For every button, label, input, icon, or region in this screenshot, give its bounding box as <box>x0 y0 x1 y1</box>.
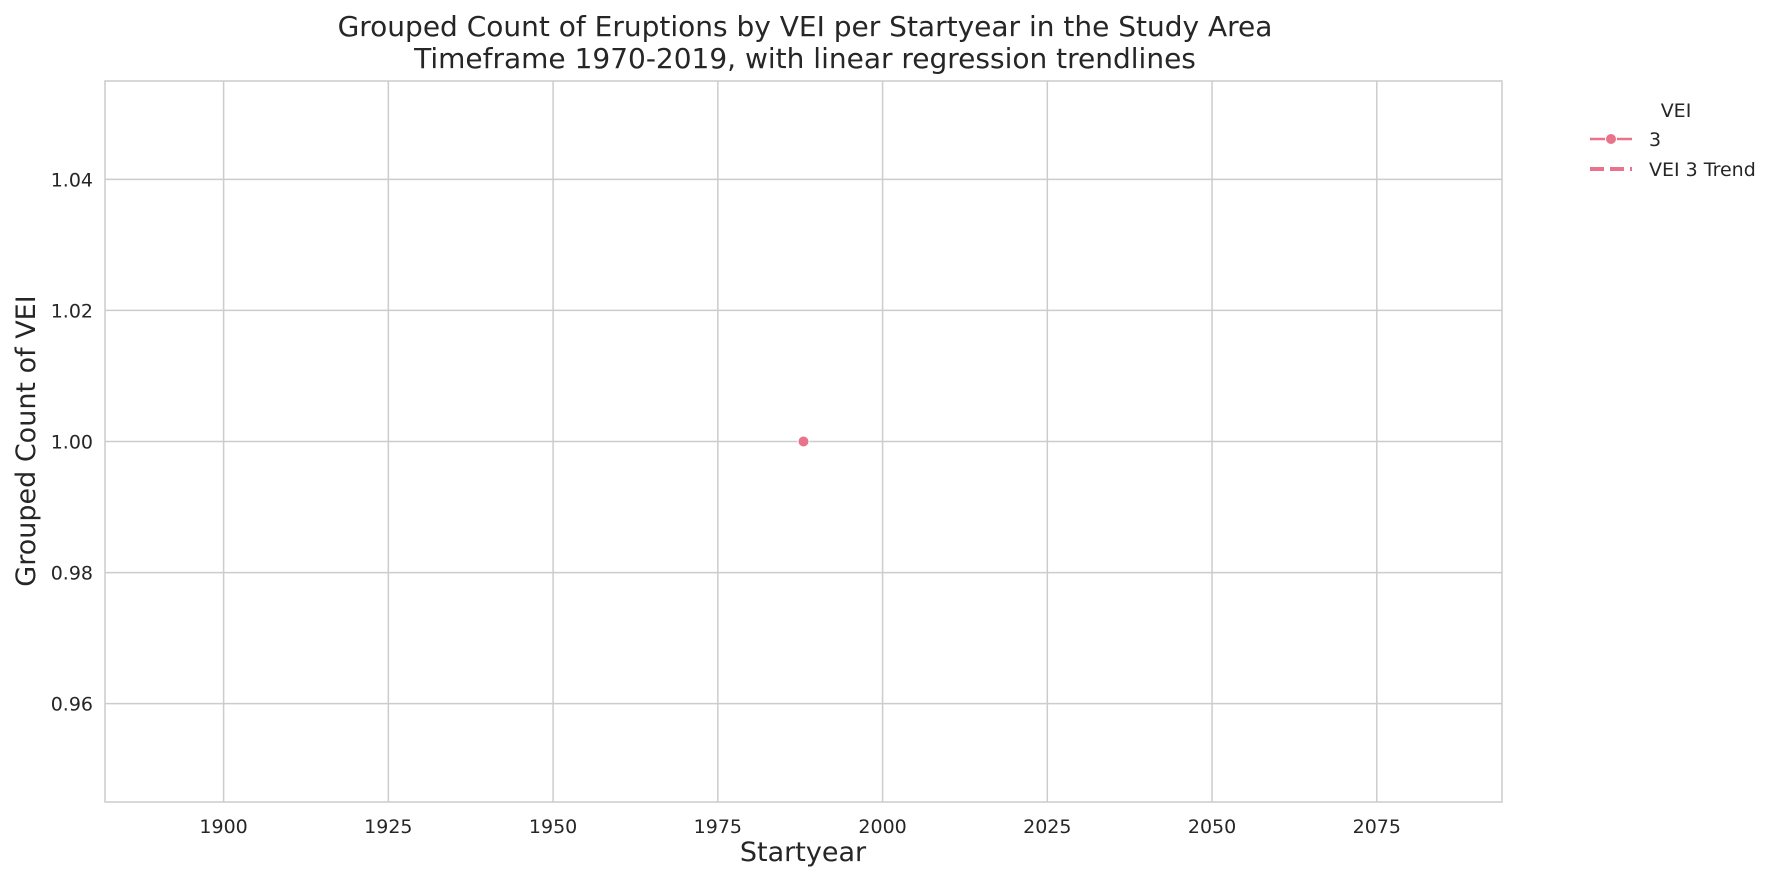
x-tick-label: 1975 <box>694 816 742 838</box>
data-point <box>797 435 810 448</box>
x-tick-label: 2025 <box>1023 816 1071 838</box>
grid-layer <box>105 81 1502 802</box>
legend: VEI 3 VEI 3 Trend <box>1590 100 1756 181</box>
x-tick-labels: 1900 1925 1950 1975 2000 2025 2050 2075 <box>199 816 1401 838</box>
chart-title-line-1: Grouped Count of Eruptions by VEI per St… <box>338 10 1273 43</box>
y-tick-labels: 0.96 0.98 1.00 1.02 1.04 <box>51 169 93 715</box>
y-tick-label: 1.02 <box>51 300 93 322</box>
x-tick-label: 1900 <box>199 816 247 838</box>
y-axis-label: Grouped Count of VEI <box>11 295 42 586</box>
legend-title: VEI <box>1661 100 1692 122</box>
chart-title-line-2: Timeframe 1970-2019, with linear regress… <box>413 42 1196 75</box>
y-tick-label: 0.98 <box>51 563 93 585</box>
legend-label-trend: VEI 3 Trend <box>1649 159 1756 181</box>
x-axis-label: Startyear <box>740 837 867 868</box>
plot-frame <box>104 80 1503 803</box>
x-tick-label: 2075 <box>1353 816 1401 838</box>
x-tick-label: 2000 <box>858 816 906 838</box>
x-tick-label: 2050 <box>1188 816 1236 838</box>
y-tick-label: 1.00 <box>51 432 93 454</box>
data-layer <box>797 435 810 448</box>
legend-label-series-3: 3 <box>1649 129 1661 151</box>
x-tick-label: 1925 <box>364 816 412 838</box>
y-tick-label: 0.96 <box>51 694 93 716</box>
y-tick-label: 1.04 <box>51 169 93 191</box>
x-tick-label: 1950 <box>529 816 577 838</box>
legend-marker-series-3 <box>1605 133 1617 145</box>
